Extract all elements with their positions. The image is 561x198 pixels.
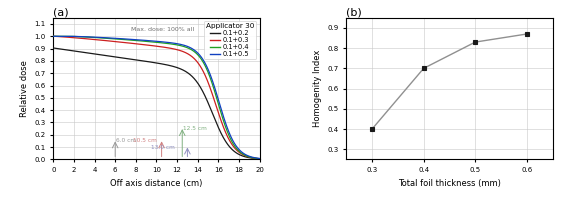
Text: 10.5 cm: 10.5 cm <box>132 138 157 143</box>
Text: 13.0 cm: 13.0 cm <box>151 145 175 149</box>
Text: Max. dose: 100% all: Max. dose: 100% all <box>131 27 194 32</box>
X-axis label: Total foil thickness (mm): Total foil thickness (mm) <box>398 179 501 188</box>
X-axis label: Off axis distance (cm): Off axis distance (cm) <box>111 179 203 188</box>
Text: (b): (b) <box>346 7 362 17</box>
Legend: 0.1+0.2, 0.1+0.3, 0.1+0.4, 0.1+0.5: 0.1+0.2, 0.1+0.3, 0.1+0.4, 0.1+0.5 <box>204 21 256 59</box>
Text: (a): (a) <box>53 7 69 17</box>
Text: 6.0 cm: 6.0 cm <box>116 138 136 143</box>
Y-axis label: Homogenity Index: Homogenity Index <box>313 50 322 127</box>
Text: 12.5 cm: 12.5 cm <box>183 126 207 131</box>
Y-axis label: Relative dose: Relative dose <box>20 60 29 117</box>
